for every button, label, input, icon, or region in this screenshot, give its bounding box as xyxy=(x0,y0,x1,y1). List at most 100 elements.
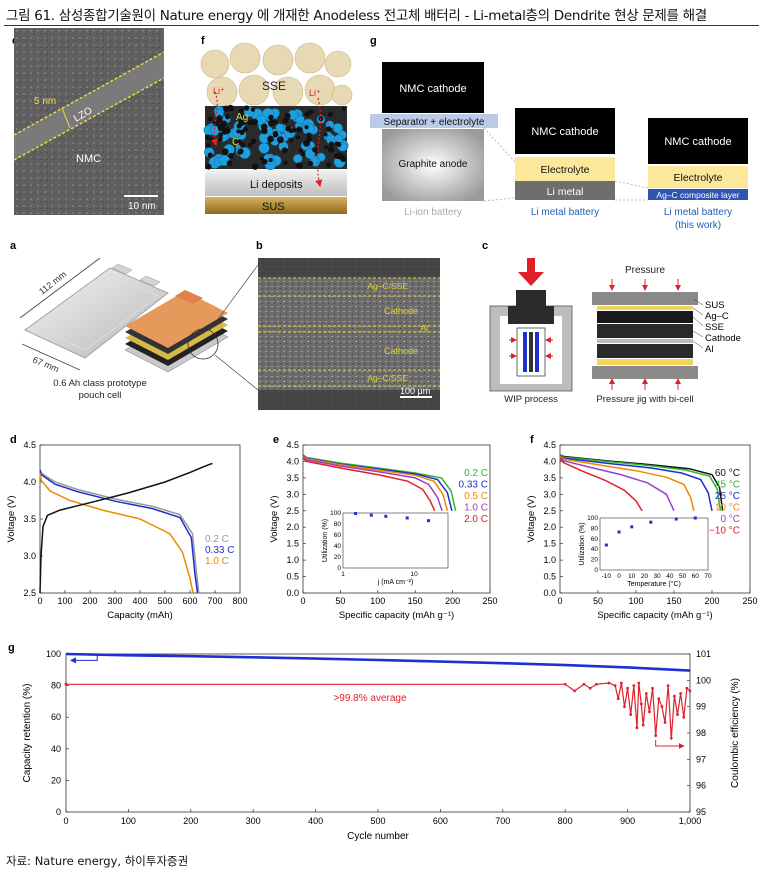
agc-composite-layer xyxy=(648,189,748,200)
y-tick-label: 0 xyxy=(56,807,61,817)
ag-particle xyxy=(332,123,343,134)
y-tick-label: 1.0 xyxy=(543,555,556,565)
carbon-particle xyxy=(295,162,303,169)
x-tick-label: 200 xyxy=(445,596,460,606)
legend-entry: 0.33 C xyxy=(459,480,488,491)
carbon-particle xyxy=(296,126,303,133)
carbon-particle xyxy=(206,143,211,148)
ce-point xyxy=(648,710,651,714)
ce-point xyxy=(666,684,670,687)
panel-a-pouch: a 112 mm 67 mm 0.6 Ah class prototype po… xyxy=(10,240,259,401)
inset-data-point xyxy=(604,543,608,547)
legend-entry: 0.2 C xyxy=(464,468,488,479)
x-tick-label: 0 xyxy=(557,596,562,606)
panel-b-sem: b Ag–C/SSE Cathode Al Cathode Ag–C/SSE 1… xyxy=(256,240,440,410)
dimension-width: 67 mm xyxy=(31,355,60,375)
right-axis-indicator xyxy=(655,740,685,749)
x-tick-label: 800 xyxy=(232,596,247,606)
x-tick-label: 150 xyxy=(666,596,681,606)
inset-x-label: j (mA cm⁻²) xyxy=(377,579,414,586)
graphite-anode xyxy=(382,129,484,201)
ce-point xyxy=(588,686,592,690)
carbon-particle xyxy=(251,118,259,126)
inset-y-tick-label: 40 xyxy=(591,546,599,553)
x-tick-label: 400 xyxy=(132,596,147,606)
x-axis-label: Capacity (mAh) xyxy=(107,610,172,621)
carbon-particle xyxy=(282,118,289,124)
legend-entry: 1.0 C xyxy=(464,503,488,514)
y-tick-label: 3.5 xyxy=(543,473,556,483)
carbon-particle xyxy=(326,162,332,168)
x-tick-label: 600 xyxy=(182,596,197,606)
tem-image xyxy=(14,28,164,215)
cathode-label-3: NMC cathode xyxy=(664,136,731,148)
inset-y-tick-label: 60 xyxy=(334,532,342,539)
carbon-particle xyxy=(238,119,246,126)
pouch-caption-1: 0.6 Ah class prototype xyxy=(53,378,146,389)
y2-axis-label: Coulombic efficiency (%) xyxy=(730,678,741,788)
carbon-particle xyxy=(218,135,223,140)
series-line xyxy=(559,456,675,512)
sem-image xyxy=(258,258,440,410)
x-tick-label: 0 xyxy=(37,596,42,606)
carbon-particle xyxy=(308,109,314,115)
carbon-particle xyxy=(208,116,213,122)
carbon-particle xyxy=(225,114,231,120)
inset-y-tick-label: 0 xyxy=(337,565,341,572)
graphite-label: Graphite anode xyxy=(399,159,468,170)
jig-layer-sse: SSE xyxy=(705,322,724,333)
x-tick-label: 300 xyxy=(246,816,261,826)
c-label: C xyxy=(232,137,239,148)
ce-point xyxy=(626,686,629,690)
carbon-particle xyxy=(306,132,312,139)
carbon-particle xyxy=(327,111,334,117)
series-line xyxy=(559,454,724,511)
inset-data-point xyxy=(617,530,621,534)
series-line xyxy=(39,472,194,594)
inset-frame xyxy=(599,517,709,571)
li-ion-label: Li⁺ xyxy=(213,86,225,96)
y-tick-label: 2.5 xyxy=(543,506,556,516)
jig-plate-top xyxy=(592,292,698,305)
carbon-particle xyxy=(239,129,245,135)
thickness-label: 5 nm xyxy=(34,96,56,107)
panel-letter: f xyxy=(201,35,205,47)
inset-x-tick-label: 1 xyxy=(341,571,345,578)
carbon-particle xyxy=(221,125,226,130)
carbon-particle xyxy=(235,139,242,145)
carbon-particle xyxy=(304,111,310,117)
jig-layer-cathode: Cathode xyxy=(705,333,741,344)
carbon-particle xyxy=(261,158,268,165)
x-axis-label: Specific capacity (mAh g⁻¹) xyxy=(339,610,454,621)
inset-data-point xyxy=(674,517,678,521)
electrolyte-layer-3 xyxy=(648,166,748,188)
panel-f-schematic: f SSE Li deposits SUS Li⁺ Li⁺ Ag C xyxy=(200,35,353,214)
series-line xyxy=(39,462,213,594)
y-axis-label: Voltage (V) xyxy=(6,496,17,543)
x-tick-label: 100 xyxy=(370,596,385,606)
tem-scale-bar: 10 nm xyxy=(128,201,156,212)
x-tick-label: 250 xyxy=(742,596,757,606)
cathode-block-2 xyxy=(515,108,615,154)
cathode-label-2: NMC cathode xyxy=(531,126,598,138)
plot-frame xyxy=(559,444,751,594)
inset-y-tick-label: 100 xyxy=(330,510,341,517)
lzo-coating xyxy=(14,52,164,160)
sus-label: SUS xyxy=(262,201,285,213)
ce-point xyxy=(688,689,692,693)
carbon-particle xyxy=(243,105,250,111)
y-tick-label: 3.0 xyxy=(23,551,36,561)
inset-x-tick-label: 0 xyxy=(617,573,621,580)
ce-point xyxy=(613,684,617,687)
ce-point xyxy=(660,705,664,709)
x-tick-label: 100 xyxy=(121,816,136,826)
inset-y-tick-label: 20 xyxy=(591,557,599,564)
carbon-particle xyxy=(268,119,275,127)
carbon-particle xyxy=(250,107,256,112)
y-tick-label: 4.0 xyxy=(23,477,36,487)
inset-y-tick-label: 20 xyxy=(334,554,342,561)
source-note: 자료: Nature energy, 하이투자증권 xyxy=(6,854,189,868)
inset-y-label: Utilization (%) xyxy=(322,519,329,562)
panel-letter: f xyxy=(530,434,534,446)
panel-c-process: c WIP process Pressure SUS xyxy=(482,240,741,405)
